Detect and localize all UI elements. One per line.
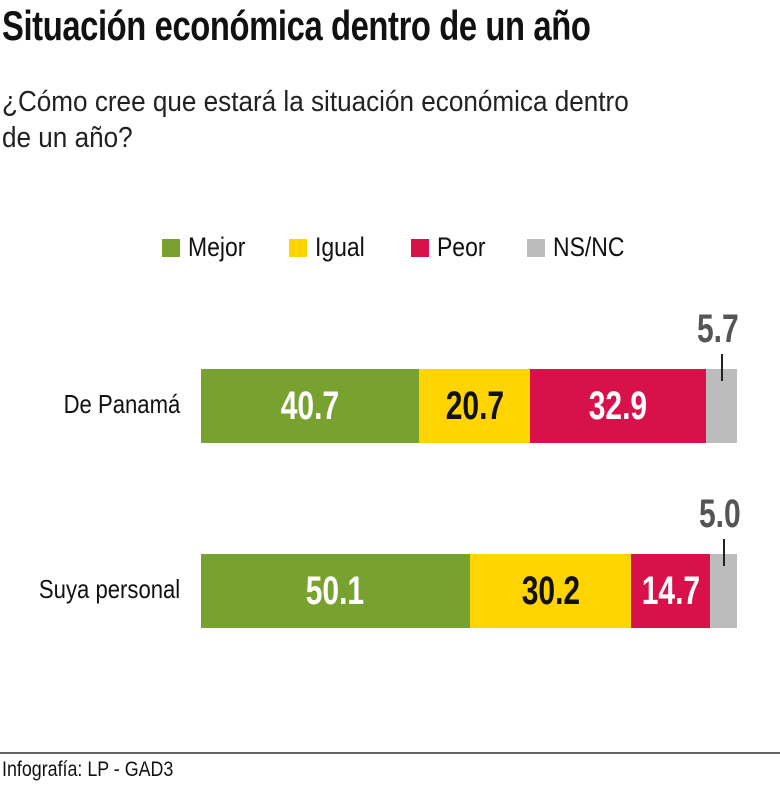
- legend-swatch: [289, 238, 307, 257]
- leader-line: [722, 539, 725, 566]
- legend-label: Peor: [437, 232, 486, 262]
- bar-segment-peor: 14.7: [631, 554, 711, 628]
- legend-label: Igual: [315, 232, 365, 262]
- bar-segment-igual: 20.7: [419, 369, 531, 443]
- category-label: Suya personal: [38, 574, 180, 604]
- data-label: 30.2: [521, 568, 580, 613]
- data-label: 32.9: [589, 383, 648, 428]
- legend-label: NS/NC: [553, 232, 625, 262]
- legend-swatch: [411, 238, 429, 257]
- footer-divider: [0, 752, 780, 754]
- chart-subtitle: ¿Cómo cree que estará la situación econó…: [2, 86, 629, 154]
- data-label-outside: 5.0: [698, 492, 741, 536]
- data-label-outside: 5.7: [696, 307, 739, 351]
- legend: Mejor Igual Peor NS/NC: [0, 232, 780, 264]
- legend-item-igual: Igual: [289, 232, 374, 263]
- data-label: 20.7: [445, 383, 504, 428]
- bar-segment-nsnc: [710, 554, 737, 628]
- legend-label: Mejor: [188, 232, 246, 262]
- leader-line: [720, 354, 723, 381]
- bar-segment-mejor: 50.1: [201, 554, 470, 628]
- data-label: 50.1: [306, 568, 365, 613]
- bar-segment-peor: 32.9: [530, 369, 707, 443]
- data-label: 14.7: [641, 568, 700, 613]
- legend-swatch: [162, 238, 180, 257]
- chart-title: Situación económica dentro de un año: [2, 2, 591, 49]
- bar-segment-nsnc: [706, 369, 737, 443]
- bar-segment-igual: 30.2: [469, 554, 632, 628]
- legend-swatch: [527, 238, 545, 257]
- legend-item-mejor: Mejor: [162, 232, 256, 263]
- category-label: De Panamá: [63, 389, 180, 419]
- legend-item-nsnc: NS/NC: [527, 232, 637, 263]
- source-note: Infografía: LP - GAD3: [2, 758, 174, 781]
- data-label: 40.7: [280, 383, 340, 428]
- legend-item-peor: Peor: [411, 232, 494, 263]
- bar-segment-mejor: 40.7: [201, 369, 420, 443]
